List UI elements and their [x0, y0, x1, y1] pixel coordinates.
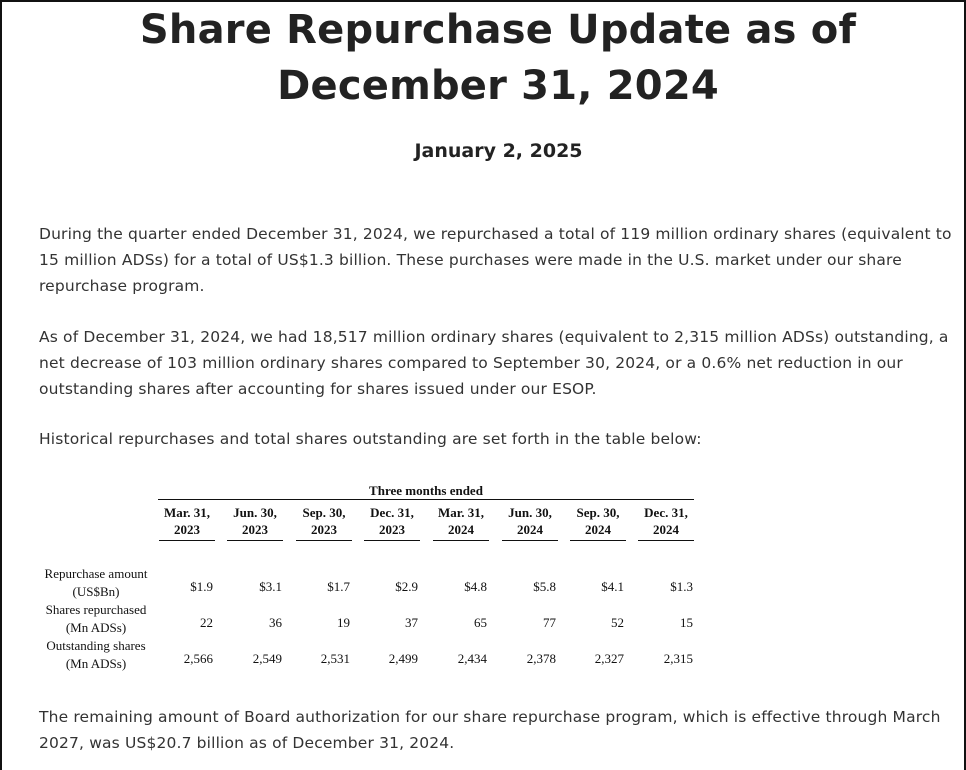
paragraph-table-intro: Historical repurchases and total shares … [39, 430, 702, 448]
publish-date: January 2, 2025 [414, 140, 583, 162]
page-title: Share Repurchase Update as of December 3… [139, 7, 857, 109]
paragraph-remaining-authorization: The remaining amount of Board authorizat… [39, 708, 941, 752]
paragraph-quarter-repurchase: During the quarter ended December 31, 20… [39, 225, 952, 295]
paragraph-shares-outstanding: As of December 31, 2024, we had 18,517 m… [39, 328, 949, 398]
